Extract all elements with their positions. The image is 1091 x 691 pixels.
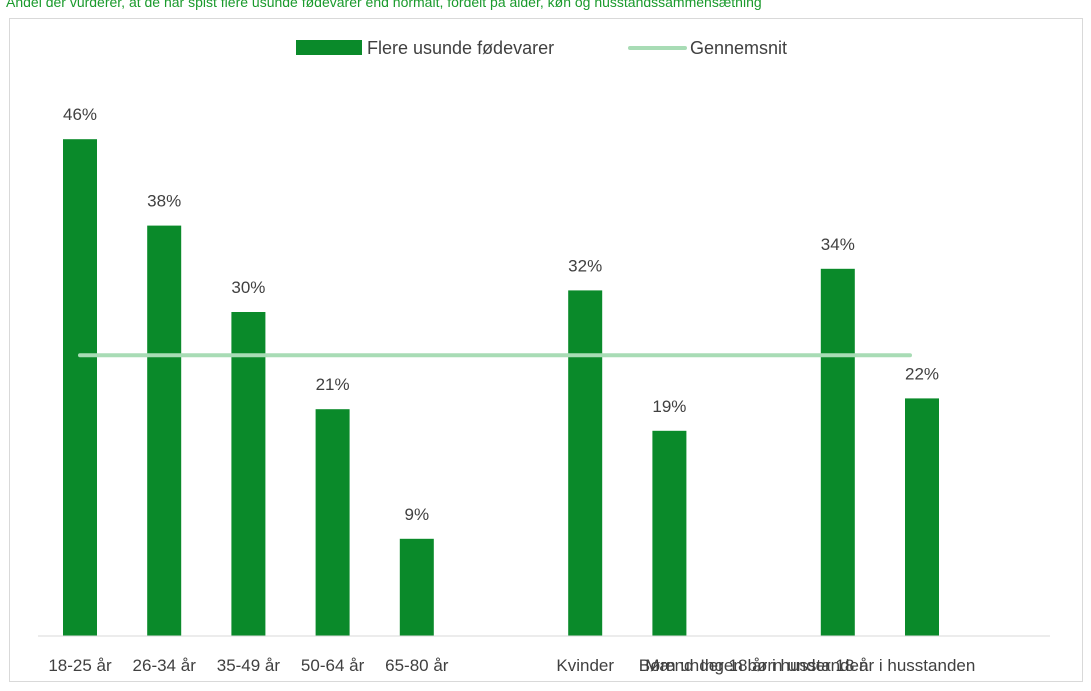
x-tick-label: 65-80 år — [385, 656, 449, 675]
data-label: 19% — [652, 397, 686, 416]
bar — [399, 538, 434, 636]
bar — [63, 139, 97, 636]
x-tick-label: Ingen børn under 18 år i husstanden — [700, 656, 975, 675]
x-tick-label: Børn under 18 år i husstanden — [639, 656, 869, 675]
chart-title: Andel der vurderer, at de har spist fler… — [6, 0, 762, 10]
legend-label-average: Gennemsnit — [690, 38, 787, 58]
x-tick-label: 35-49 år — [217, 656, 281, 675]
bar — [147, 225, 182, 636]
data-label: 9% — [405, 505, 430, 524]
bar — [652, 430, 687, 636]
x-tick-label: Mænd — [645, 656, 693, 675]
data-label: 30% — [231, 278, 265, 297]
data-label: 34% — [821, 235, 855, 254]
x-tick-label: 50-64 år — [301, 656, 365, 675]
bar — [820, 268, 855, 636]
data-label: 21% — [316, 375, 350, 394]
x-tick-labels: 18-25 år 26-34 år 35-49 år 50-64 år 65-80 år… — [48, 656, 975, 675]
data-label: 32% — [568, 256, 602, 275]
data-label: 46% — [63, 105, 97, 124]
data-label: 22% — [905, 364, 939, 383]
x-tick-label: 26-34 år — [133, 656, 197, 675]
x-tick-label: Kvinder — [556, 656, 614, 675]
legend-swatch-bars — [296, 40, 362, 55]
legend-label-bars: Flere usunde fødevarer — [367, 38, 554, 58]
legend: Flere usunde fødevarer Gennemsnit — [296, 38, 787, 58]
bar — [231, 312, 266, 636]
x-tick-label: 18-25 år — [48, 656, 112, 675]
data-label: 38% — [147, 192, 181, 211]
plot-frame — [9, 18, 1083, 682]
bar — [315, 409, 350, 636]
bar — [905, 398, 939, 636]
bar — [568, 290, 603, 636]
value-labels: 46% 38% 30% 21% 9% 32% 19% 34% 22% — [63, 105, 939, 524]
bars — [63, 139, 939, 636]
